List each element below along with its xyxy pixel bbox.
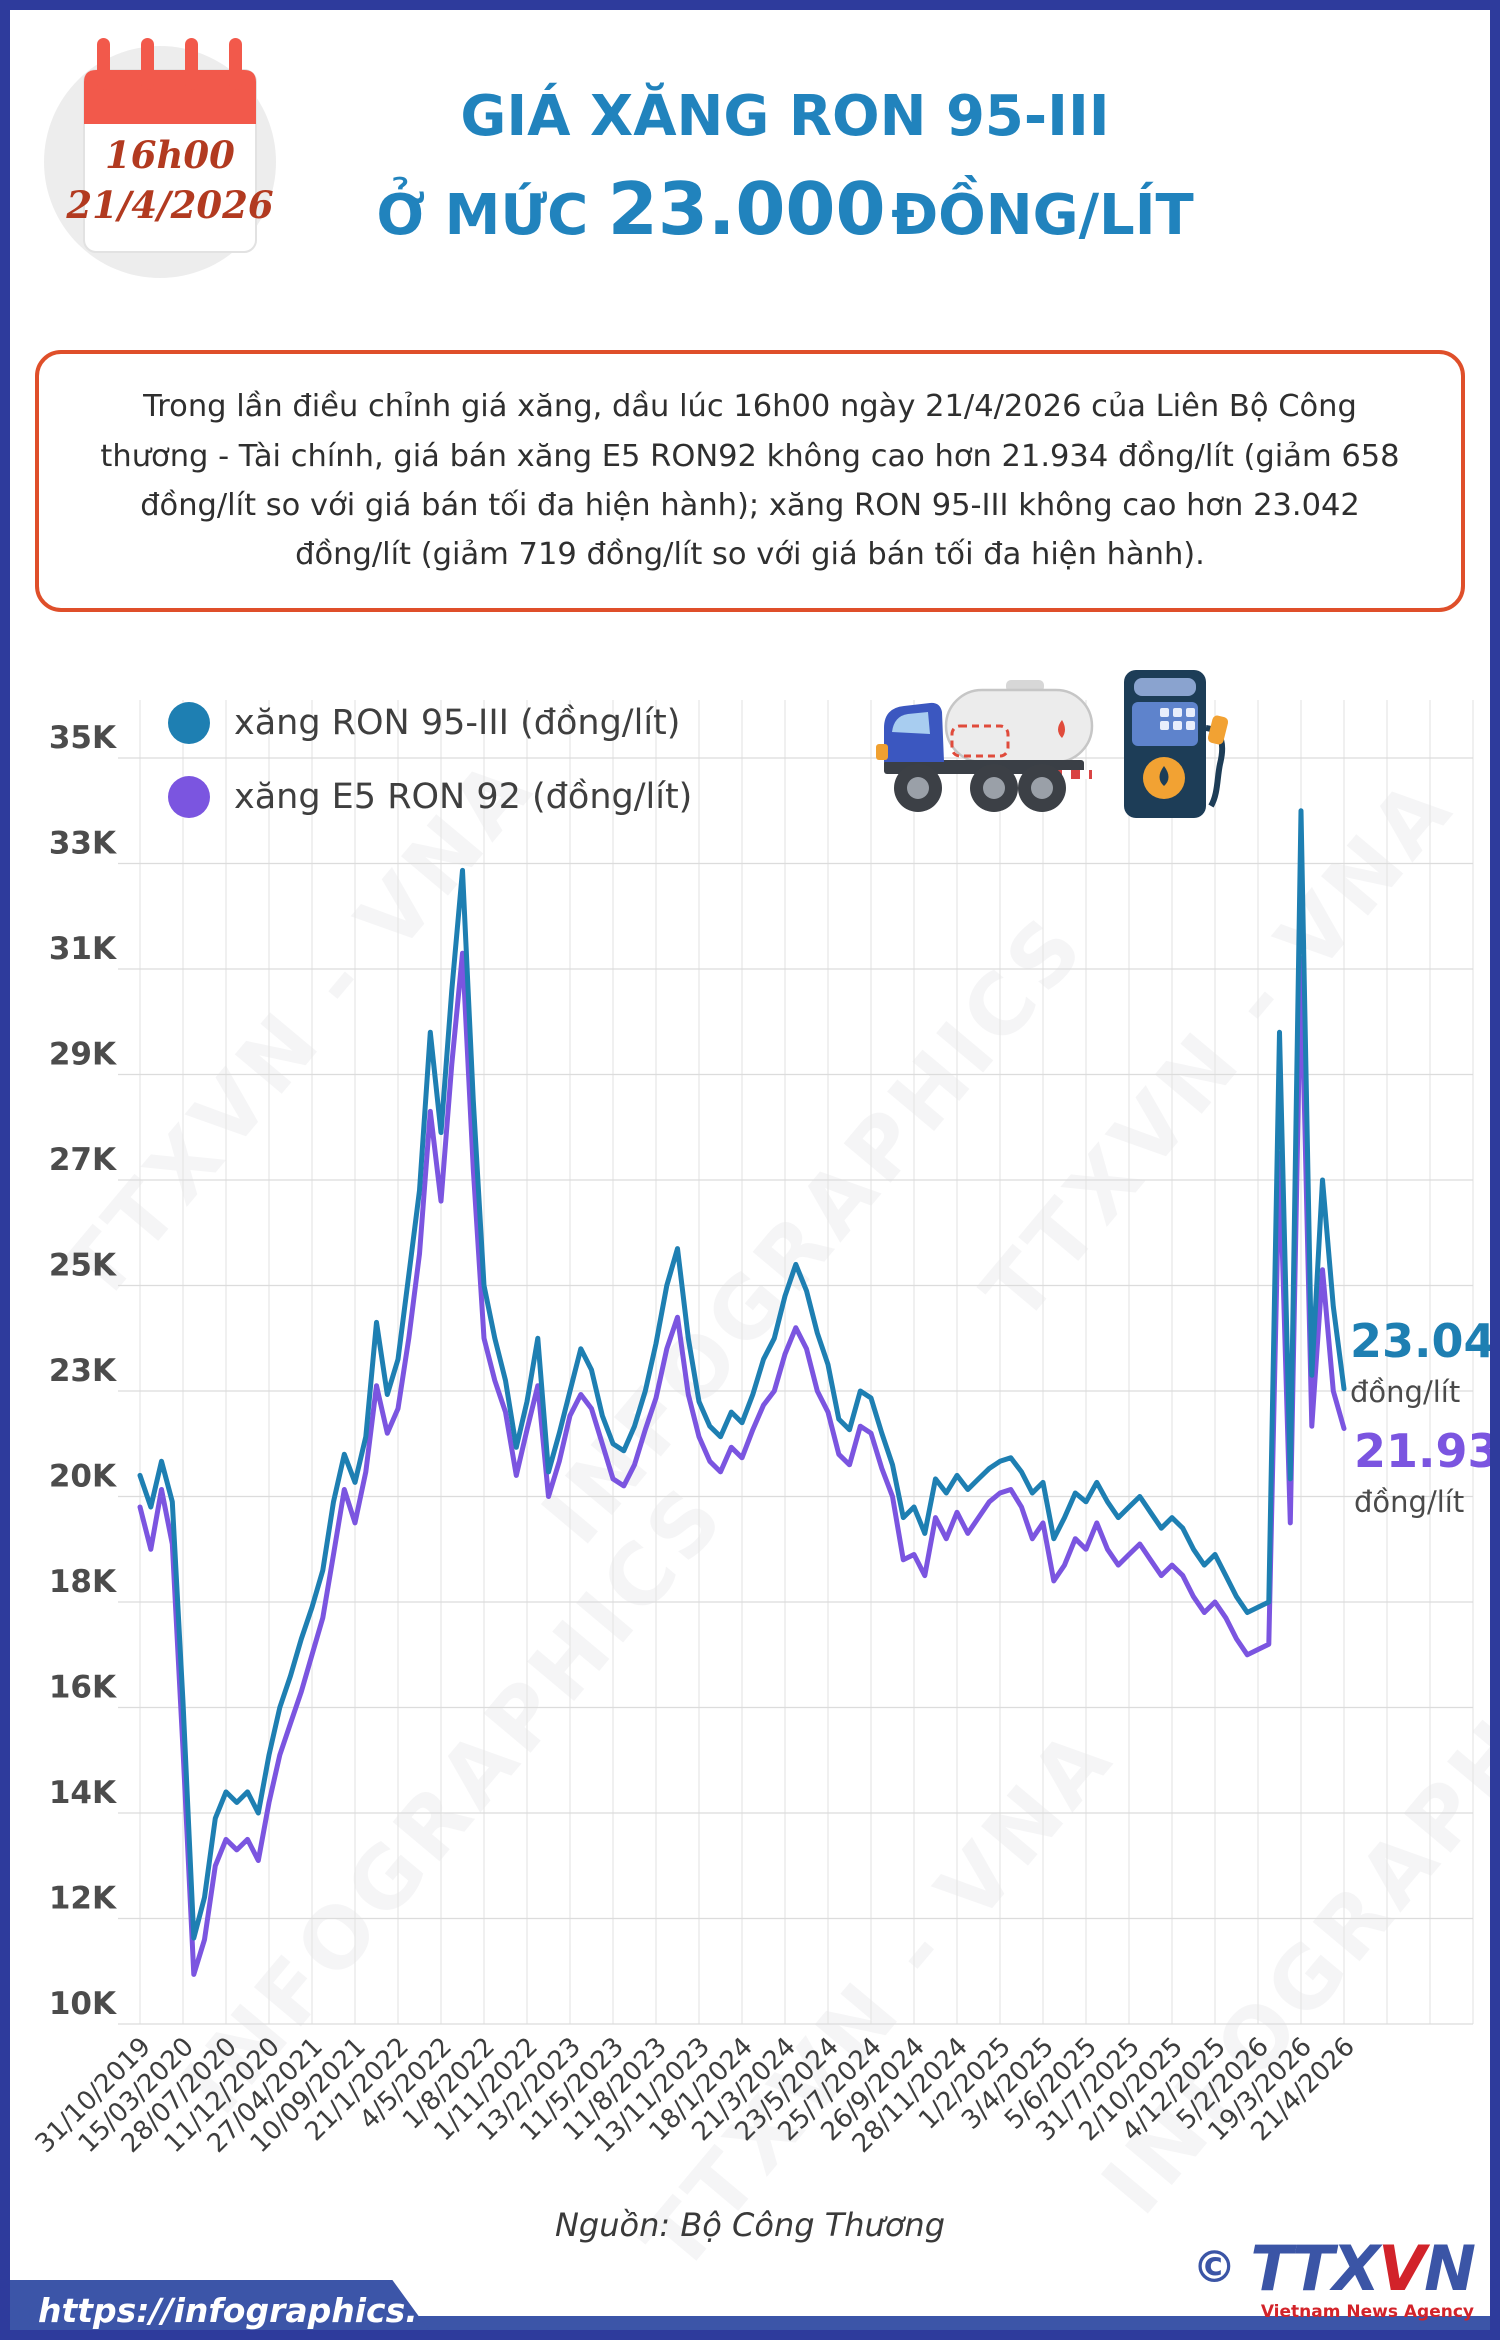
header-titles: GIÁ XĂNG RON 95-III Ở MỨC 23.000 ĐỒNG/LÍ… [280, 84, 1290, 245]
calendar-time: 16h00 [105, 133, 235, 177]
subtitle-suffix: ĐỒNG/LÍT [891, 182, 1194, 248]
tanker-truck-icon [866, 678, 1098, 822]
y-tick-label: 20K [49, 1459, 117, 1495]
source-note: Nguồn: Bộ Công Thương [554, 2206, 945, 2244]
calendar-icon: 16h00 21/4/2026 [42, 30, 282, 300]
legend-label: xăng RON 95-III (đồng/lít) [234, 703, 681, 743]
website-url: https://infographics.vn [38, 2290, 463, 2330]
agency-name: TTXVN [1250, 2232, 1476, 2305]
end-label-e5ron92: 21.934 đồng/lít [1354, 1428, 1500, 1517]
end-value-unit: đồng/lít [1350, 1375, 1461, 1409]
y-axis-labels: 35K 33K 31K 29K 27K 25K 23K 20K 18K 16K 14K 12K 10K [49, 720, 117, 2022]
legend-dot-blue-icon [168, 702, 210, 744]
y-tick-label: 25K [49, 1248, 117, 1284]
copyright-icon: © [1192, 2242, 1237, 2293]
y-tick-label: 12K [49, 1881, 117, 1917]
page-subtitle: Ở MỨC 23.000 ĐỒNG/LÍT [280, 173, 1290, 245]
y-tick-label: 16K [49, 1670, 117, 1706]
ttxvn-logo: © TTXVN Vietnam News Agency [1192, 2232, 1476, 2323]
y-tick-label: 23K [49, 1353, 117, 1389]
gridlines [118, 700, 1474, 2025]
y-tick-label: 33K [49, 826, 117, 862]
calendar-date: 21/4/2026 [65, 183, 273, 227]
series-lines [137, 808, 1347, 1977]
chart-legend: xăng RON 95-III (đồng/lít) xăng E5 RON 9… [168, 686, 692, 834]
website-link[interactable]: https://infographics.vn [0, 2280, 436, 2340]
series-line [137, 808, 1347, 1941]
y-tick-label: 27K [49, 1142, 117, 1178]
end-value-unit: đồng/lít [1354, 1485, 1465, 1519]
y-tick-label: 31K [49, 931, 117, 967]
y-tick-label: 29K [49, 1037, 117, 1073]
end-label-ron95: 23.042 đồng/lít [1350, 1318, 1500, 1407]
end-value: 21.934 [1354, 1424, 1500, 1478]
fuel-pump-icon [1118, 664, 1230, 826]
page-title: GIÁ XĂNG RON 95-III [460, 84, 1110, 149]
summary-text: Trong lần điều chỉnh giá xăng, dầu lúc 1… [100, 389, 1400, 573]
legend-item-ron95: xăng RON 95-III (đồng/lít) [168, 686, 692, 760]
y-tick-label: 18K [49, 1564, 117, 1600]
legend-item-e5ron92: xăng E5 RON 92 (đồng/lít) [168, 760, 692, 834]
y-tick-label: 10K [49, 1986, 117, 2022]
y-tick-label: 14K [49, 1775, 117, 1811]
agency-caption: Vietnam News Agency [1260, 2302, 1474, 2322]
subtitle-value: 23.000 [607, 166, 886, 251]
subtitle-prefix: Ở MỨC [376, 182, 608, 248]
series-line [137, 950, 1347, 1977]
x-axis-labels: 31/10/201915/03/202028/07/202011/12/2020… [30, 2032, 1361, 2159]
summary-box: Trong lần điều chỉnh giá xăng, dầu lúc 1… [35, 350, 1465, 612]
y-tick-label: 35K [49, 720, 117, 756]
end-value: 23.042 [1350, 1314, 1500, 1368]
legend-dot-purple-icon [168, 776, 210, 818]
legend-label: xăng E5 RON 92 (đồng/lít) [234, 777, 693, 817]
